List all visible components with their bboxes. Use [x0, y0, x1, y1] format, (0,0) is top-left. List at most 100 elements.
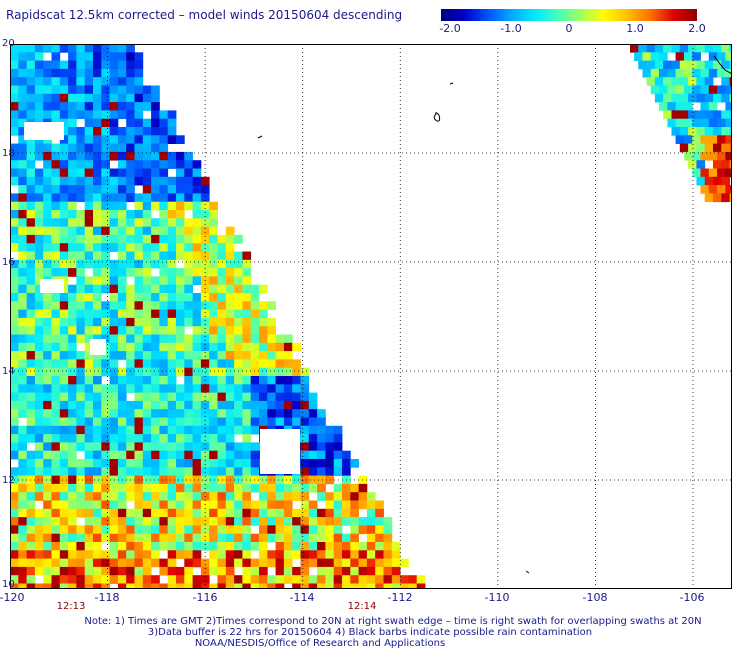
wind-diff-cell — [26, 218, 36, 227]
wind-diff-cell — [76, 442, 86, 452]
wind-diff-cell — [51, 425, 61, 435]
wind-diff-cell — [76, 268, 86, 277]
wind-diff-cell — [10, 400, 19, 410]
wind-diff-cell — [151, 583, 160, 589]
wind-diff-cell — [225, 268, 235, 277]
wind-diff-cell — [93, 85, 102, 95]
wind-diff-cell — [59, 492, 69, 501]
wind-diff-cell — [43, 483, 52, 493]
wind-diff-cell — [59, 384, 69, 393]
wind-diff-cell — [159, 276, 169, 286]
wind-diff-cell — [217, 459, 227, 468]
wind-diff-cell — [34, 525, 44, 535]
wind-diff-cell — [117, 459, 127, 468]
wind-diff-cell — [59, 434, 69, 443]
wind-diff-cell — [51, 467, 61, 476]
wind-diff-cell — [51, 85, 61, 95]
wind-diff-cell — [101, 467, 110, 476]
wind-diff-cell — [142, 85, 152, 95]
wind-diff-cell — [192, 193, 202, 203]
wind-diff-cell — [167, 201, 177, 211]
wind-diff-cell — [101, 508, 110, 518]
wind-diff-cell — [646, 77, 656, 86]
wind-diff-cell — [217, 309, 227, 319]
wind-diff-cell — [671, 93, 681, 103]
wind-diff-cell — [76, 68, 86, 78]
wind-diff-cell — [242, 434, 252, 443]
wind-diff-cell — [68, 425, 77, 435]
wind-diff-cell — [209, 434, 218, 443]
wind-diff-cell — [325, 500, 335, 510]
wind-diff-cell — [51, 409, 61, 418]
wind-diff-cell — [176, 309, 185, 319]
wind-diff-cell — [126, 135, 135, 144]
map-frame — [10, 44, 732, 589]
wind-diff-cell — [51, 168, 61, 178]
wind-diff-cell — [725, 185, 732, 194]
wind-diff-cell — [167, 259, 177, 269]
wind-diff-cell — [43, 110, 52, 120]
wind-diff-cell — [26, 44, 36, 53]
wind-diff-cell — [342, 467, 351, 476]
wind-diff-cell — [51, 517, 61, 526]
wind-diff-cell — [358, 550, 368, 559]
wind-diff-cell — [292, 508, 301, 518]
wind-diff-cell — [68, 508, 77, 518]
wind-diff-cell — [259, 351, 268, 360]
wind-diff-cell — [176, 326, 185, 335]
wind-diff-cell — [101, 367, 110, 377]
wind-diff-cell — [26, 102, 36, 111]
wind-diff-cell — [18, 110, 27, 120]
wind-diff-cell — [109, 210, 119, 219]
wind-diff-cell — [292, 400, 301, 410]
wind-diff-cell — [142, 243, 152, 252]
wind-diff-cell — [292, 542, 301, 551]
wind-diff-cell — [34, 143, 44, 153]
wind-diff-cell — [692, 85, 701, 95]
wind-diff-cell — [209, 351, 218, 360]
wind-diff-cell — [109, 218, 119, 227]
wind-diff-cell — [43, 309, 52, 319]
wind-diff-cell — [704, 44, 714, 53]
wind-diff-cell — [192, 550, 202, 559]
wind-diff-cell — [225, 293, 235, 302]
wind-diff-cell — [76, 566, 86, 576]
wind-diff-cell — [200, 575, 210, 584]
wind-diff-cell — [34, 218, 44, 227]
wind-diff-cell — [68, 566, 77, 576]
wind-diff-cell — [654, 77, 664, 86]
wind-diff-cell — [10, 583, 19, 589]
wind-diff-cell — [184, 583, 193, 589]
wind-diff-cell — [317, 558, 326, 568]
wind-diff-cell — [59, 459, 69, 468]
wind-diff-cell — [200, 293, 210, 302]
wind-diff-cell — [51, 77, 61, 86]
wind-diff-cell — [76, 317, 86, 327]
wind-diff-cell — [59, 102, 69, 111]
wind-diff-cell — [167, 542, 177, 551]
wind-diff-cell — [109, 566, 119, 576]
colorbar-tick-label: -1.0 — [500, 22, 522, 35]
wind-diff-cell — [209, 218, 218, 227]
wind-diff-cell — [59, 334, 69, 344]
wind-diff-cell — [184, 293, 193, 302]
wind-diff-cell — [192, 334, 202, 344]
wind-diff-cell — [184, 425, 193, 435]
lon-label: -120 — [0, 591, 25, 604]
wind-diff-cell — [18, 492, 27, 501]
wind-diff-cell — [688, 77, 697, 86]
wind-diff-cell — [704, 143, 714, 153]
wind-diff-cell — [217, 558, 227, 568]
wind-diff-cell — [292, 417, 301, 427]
wind-diff-cell — [317, 508, 326, 518]
wind-diff-cell — [84, 68, 94, 78]
wind-diff-cell — [704, 176, 714, 186]
wind-diff-cell — [317, 417, 326, 427]
wind-diff-cell — [325, 533, 335, 543]
wind-diff-cell — [151, 85, 160, 95]
wind-diff-cell — [34, 558, 44, 568]
wind-diff-cell — [84, 176, 94, 186]
footnote-line-1: Note: 1) Times are GMT 2)Times correspon… — [84, 616, 702, 627]
wind-diff-cell — [68, 533, 77, 543]
wind-diff-cell — [167, 500, 177, 510]
